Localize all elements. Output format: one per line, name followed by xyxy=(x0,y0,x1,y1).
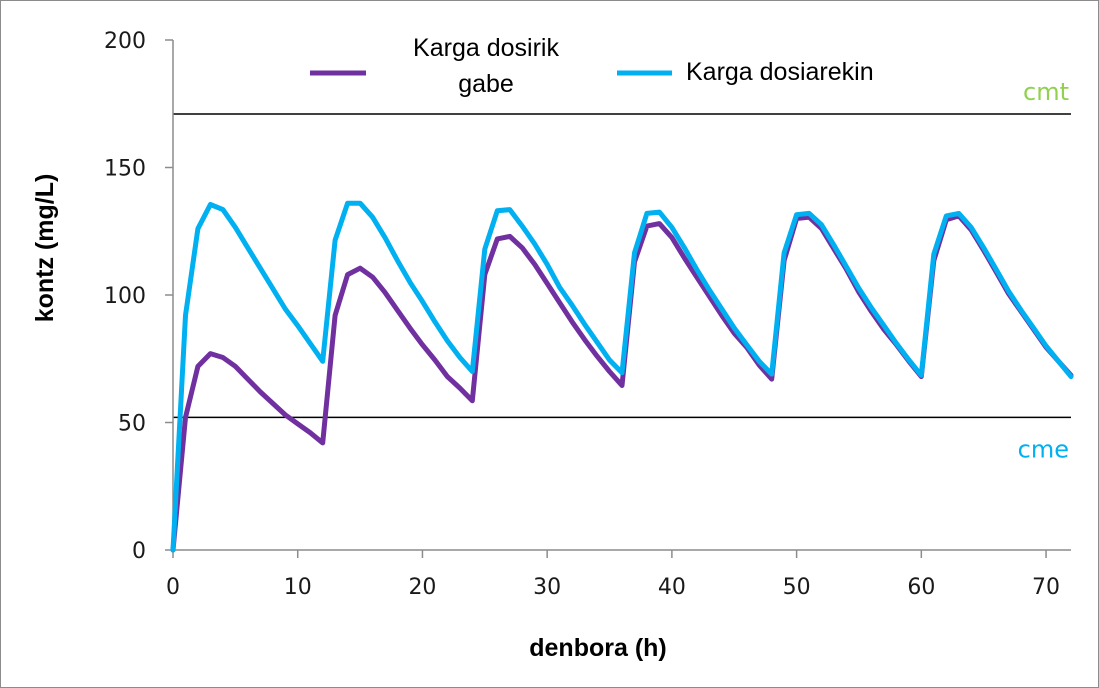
legend: Karga dosirik gabe Karga dosiarekin xyxy=(310,34,874,98)
x-tick-label: 60 xyxy=(907,575,935,600)
x-axis-title: denbora (h) xyxy=(529,634,667,662)
y-tick-label: 150 xyxy=(104,157,146,182)
reference-label-cmt: cmt xyxy=(1023,78,1069,106)
series-lines xyxy=(170,200,1074,553)
reference-lines: cmt cme xyxy=(173,78,1071,463)
x-tick-label: 70 xyxy=(1032,575,1060,600)
y-tick-label: 200 xyxy=(104,29,146,54)
reference-label-cme: cme xyxy=(1018,435,1069,463)
y-axis-title: kontz (mg/L) xyxy=(31,174,59,323)
series-line-karga-dosiarekin xyxy=(170,200,1074,553)
legend-label-karga-dosirik-gabe: Karga dosirik gabe xyxy=(413,34,559,98)
legend-label-karga-dosiarekin: Karga dosiarekin xyxy=(686,58,874,86)
x-tick-label: 40 xyxy=(658,575,686,600)
y-tick-label: 0 xyxy=(132,539,146,564)
x-tick-label: 50 xyxy=(783,575,811,600)
series-line-karga-dosirik-gabe xyxy=(170,213,1074,553)
x-tick-label: 10 xyxy=(284,575,312,600)
x-tick-label: 20 xyxy=(408,575,436,600)
x-tick-label: 0 xyxy=(166,575,180,600)
y-tick-label: 100 xyxy=(104,284,146,309)
axes: 0 50 100 150 200 0 10 20 30 40 50 60 70 xyxy=(104,29,1071,600)
y-tick-label: 50 xyxy=(118,412,146,437)
x-tick-label: 30 xyxy=(533,575,561,600)
